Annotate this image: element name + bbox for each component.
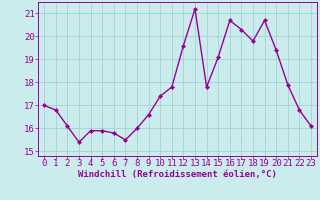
X-axis label: Windchill (Refroidissement éolien,°C): Windchill (Refroidissement éolien,°C) xyxy=(78,170,277,179)
